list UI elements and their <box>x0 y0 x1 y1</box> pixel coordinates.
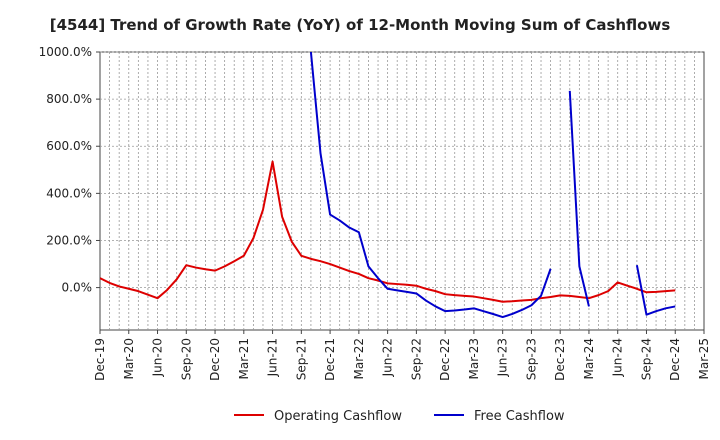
x-tick-label: Sep-24 <box>639 338 653 380</box>
y-tick-label: 1000.0% <box>39 45 92 59</box>
legend-label-operating-cashflow: Operating Cashflow <box>274 409 402 424</box>
x-tick-label: Jun-20 <box>151 338 165 377</box>
x-tick-label: Mar-24 <box>582 338 596 379</box>
series-line-free-cashflow <box>309 52 552 319</box>
x-tick-label: Mar-21 <box>237 338 251 379</box>
x-tick-label: Jun-22 <box>381 338 395 377</box>
x-tick-label: Mar-20 <box>122 338 136 379</box>
legend: Operating Cashflow Free Cashflow <box>234 409 565 424</box>
legend-label-free-cashflow: Free Cashflow <box>474 409 565 424</box>
x-tick-label: Jun-24 <box>611 338 625 377</box>
x-tick-label: Sep-23 <box>524 338 538 380</box>
y-axis-ticks: 0.0% 200.0% 400.0% 600.0% 800.0% 1000.0% <box>39 45 100 295</box>
x-tick-label: Mar-25 <box>697 338 711 379</box>
x-tick-label: Sep-22 <box>409 338 423 380</box>
y-tick-label: 200.0% <box>46 233 92 247</box>
chart-title: [4544] Trend of Growth Rate (YoY) of 12-… <box>50 16 671 34</box>
x-tick-label: Jun-21 <box>266 338 280 377</box>
y-tick-label: 400.0% <box>46 186 92 200</box>
series-line-free-cashflow <box>568 90 590 307</box>
x-tick-label: Sep-21 <box>294 338 308 380</box>
x-tick-label: Dec-22 <box>438 338 452 381</box>
x-tick-label: Dec-24 <box>668 338 682 381</box>
series-layer <box>100 52 676 319</box>
x-tick-label: Mar-22 <box>352 338 366 379</box>
x-tick-label: Mar-23 <box>467 338 481 379</box>
grid <box>100 51 704 330</box>
plot-frame <box>99 51 705 331</box>
x-axis-ticks: Dec-19 Mar-20 Jun-20 Sep-20 Dec-20 Mar-21 Jun-… <box>93 330 711 381</box>
x-tick-label: Dec-23 <box>553 338 567 381</box>
y-tick-label: 600.0% <box>46 139 92 153</box>
x-tick-label: Dec-21 <box>323 338 337 381</box>
y-tick-label: 0.0% <box>62 281 93 295</box>
x-tick-label: Jun-23 <box>496 338 510 377</box>
y-tick-label: 800.0% <box>46 92 92 106</box>
x-tick-label: Dec-19 <box>93 338 107 381</box>
x-tick-label: Dec-20 <box>208 338 222 381</box>
x-tick-label: Sep-20 <box>179 338 193 380</box>
series-line-free-cashflow <box>635 265 676 316</box>
series-line-operating-cashflow <box>100 160 676 303</box>
